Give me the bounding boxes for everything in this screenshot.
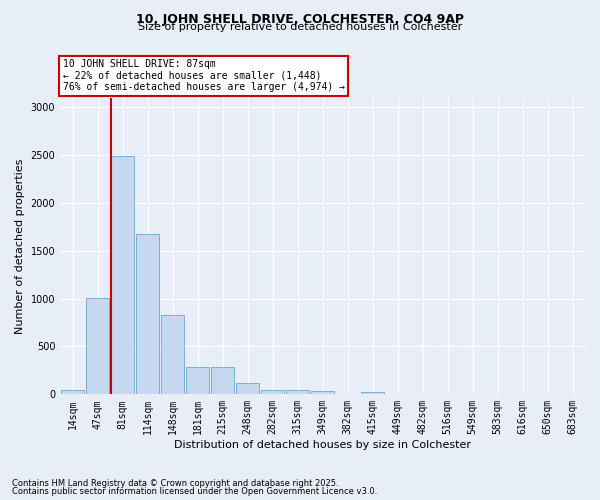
Bar — [236, 384, 259, 394]
Bar — [262, 390, 284, 394]
Bar — [112, 156, 134, 394]
Bar — [311, 391, 334, 394]
Text: Size of property relative to detached houses in Colchester: Size of property relative to detached ho… — [138, 22, 462, 32]
Bar — [86, 298, 109, 394]
Text: 10, JOHN SHELL DRIVE, COLCHESTER, CO4 9AP: 10, JOHN SHELL DRIVE, COLCHESTER, CO4 9A… — [136, 12, 464, 26]
X-axis label: Distribution of detached houses by size in Colchester: Distribution of detached houses by size … — [174, 440, 471, 450]
Bar — [286, 390, 309, 394]
Bar — [61, 390, 84, 394]
Text: Contains public sector information licensed under the Open Government Licence v3: Contains public sector information licen… — [12, 487, 377, 496]
Bar — [136, 234, 159, 394]
Text: 10 JOHN SHELL DRIVE: 87sqm
← 22% of detached houses are smaller (1,448)
76% of s: 10 JOHN SHELL DRIVE: 87sqm ← 22% of deta… — [63, 59, 345, 92]
Bar — [211, 367, 234, 394]
Bar — [187, 366, 209, 394]
Text: Contains HM Land Registry data © Crown copyright and database right 2025.: Contains HM Land Registry data © Crown c… — [12, 478, 338, 488]
Bar — [361, 392, 384, 394]
Y-axis label: Number of detached properties: Number of detached properties — [15, 158, 25, 334]
Bar — [161, 315, 184, 394]
